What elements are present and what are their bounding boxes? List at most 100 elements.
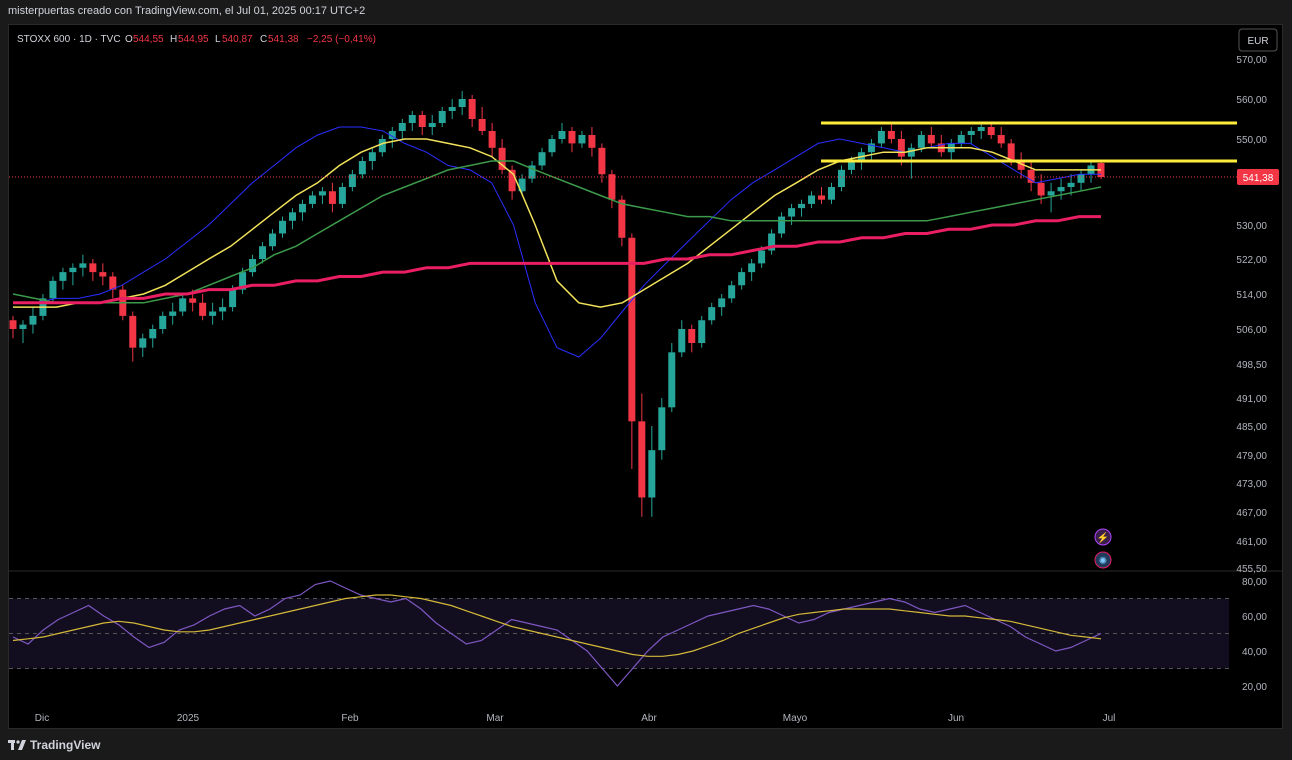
candle-body bbox=[927, 135, 935, 144]
candle-body bbox=[159, 315, 167, 329]
currency-label: EUR bbox=[1247, 36, 1268, 47]
candle-body bbox=[758, 250, 766, 264]
candle-body bbox=[488, 131, 496, 148]
candle-body bbox=[957, 135, 965, 144]
candle-body bbox=[89, 263, 97, 273]
alert-icons[interactable]: ⚡ ✺ bbox=[1094, 528, 1112, 569]
candle-body bbox=[189, 298, 197, 303]
price-chart[interactable]: 570,00 560,00 550,00 530,00 522,00 514,00 506,… bbox=[9, 25, 1283, 729]
candle-body bbox=[778, 216, 786, 234]
lightning-icon[interactable] bbox=[1094, 528, 1112, 546]
legend-open-label: O bbox=[125, 34, 133, 45]
candle-body bbox=[328, 191, 336, 204]
chart-frame[interactable]: 570,00 560,00 550,00 530,00 522,00 514,00 506,… bbox=[8, 24, 1283, 729]
candle-body bbox=[358, 161, 366, 175]
x-tick-label: Feb bbox=[341, 713, 359, 724]
candle-body bbox=[1047, 191, 1055, 196]
candle-body bbox=[478, 119, 486, 131]
x-tick-label: Mayo bbox=[783, 713, 808, 724]
legend-symbol: STOXX 600 · 1D · TVC bbox=[17, 34, 121, 45]
candle-body bbox=[19, 324, 27, 329]
y-tick-label: 461,00 bbox=[1236, 537, 1267, 548]
candle-body bbox=[59, 272, 67, 281]
candle-body bbox=[229, 289, 237, 308]
candle-body bbox=[917, 135, 925, 148]
candle-body bbox=[209, 311, 217, 316]
candle-body bbox=[538, 152, 546, 166]
brand-logo[interactable]: TradingView bbox=[8, 738, 100, 752]
events-icon[interactable] bbox=[1094, 551, 1112, 569]
x-tick-label: 2025 bbox=[177, 713, 200, 724]
candle-body bbox=[9, 320, 17, 329]
candle-body bbox=[69, 267, 77, 273]
candle-body bbox=[818, 195, 826, 200]
candle-body bbox=[907, 147, 915, 157]
candle-body bbox=[768, 233, 776, 251]
candle-body bbox=[259, 246, 267, 259]
x-tick-label: Jun bbox=[948, 713, 964, 724]
candle-body bbox=[558, 131, 566, 139]
currency-button[interactable]: EUR bbox=[1238, 28, 1278, 52]
candle-body bbox=[688, 329, 696, 343]
legend-change: −2,25 (−0,41%) bbox=[307, 34, 376, 45]
rsi-line bbox=[12, 580, 1102, 687]
candle-body bbox=[368, 152, 376, 162]
sma-yellow-line bbox=[13, 138, 1101, 308]
candle-body bbox=[827, 187, 835, 200]
candle-body bbox=[498, 147, 506, 170]
candle-body bbox=[29, 315, 37, 325]
attribution-text: misterpuertas creado con TradingView.com… bbox=[8, 5, 366, 17]
candle-body bbox=[987, 127, 995, 135]
candle-body bbox=[169, 311, 177, 316]
candle-body bbox=[837, 169, 845, 188]
candle-body bbox=[548, 139, 556, 153]
y-tick-label: 485,00 bbox=[1236, 422, 1267, 433]
candle-body bbox=[1027, 169, 1035, 183]
rsi-ma-line bbox=[12, 594, 1102, 657]
legend-close-value: 541,38 bbox=[268, 34, 299, 45]
y-tick-label: 498,50 bbox=[1236, 360, 1267, 371]
candle-body bbox=[578, 135, 586, 144]
x-tick-label: Mar bbox=[486, 713, 504, 724]
y-tick-label: 491,00 bbox=[1236, 394, 1267, 405]
candle-body bbox=[318, 191, 326, 196]
y-tick-label: 570,00 bbox=[1236, 55, 1267, 66]
candle-body bbox=[428, 123, 436, 127]
candle-body bbox=[668, 352, 676, 408]
candle-body bbox=[608, 174, 616, 200]
legend-low-label: L bbox=[215, 34, 221, 45]
candle-body bbox=[458, 99, 466, 107]
candle-body bbox=[708, 307, 716, 321]
candle-body bbox=[408, 115, 416, 123]
candle-body bbox=[1037, 182, 1045, 196]
x-tick-label: Abr bbox=[641, 713, 657, 724]
candle-body bbox=[718, 298, 726, 308]
candle-body bbox=[887, 131, 895, 139]
candle-body bbox=[867, 143, 875, 153]
candle-body bbox=[378, 139, 386, 153]
candle-body bbox=[678, 329, 686, 353]
candle-body bbox=[219, 307, 227, 312]
candle-body bbox=[628, 237, 636, 422]
candle-body bbox=[568, 131, 576, 144]
candle-body bbox=[398, 123, 406, 131]
candle-body bbox=[298, 203, 306, 213]
legend: STOXX 600 · 1D · TVC O 544,55 H 544,95 L… bbox=[17, 34, 376, 45]
candle-body bbox=[79, 263, 87, 268]
candle-body bbox=[658, 407, 666, 451]
candle-body bbox=[788, 208, 796, 217]
lightning-glyph: ⚡ bbox=[1097, 531, 1109, 544]
y-tick-label: 506,00 bbox=[1236, 325, 1267, 336]
price-tag-label: 541,38 bbox=[1243, 173, 1274, 184]
candle-body bbox=[967, 131, 975, 135]
candle-body bbox=[438, 111, 446, 123]
attribution-bar: misterpuertas creado con TradingView.com… bbox=[0, 0, 1292, 24]
legend-close-label: C bbox=[260, 34, 267, 45]
candle-body bbox=[139, 338, 147, 348]
candle-body bbox=[288, 212, 296, 221]
candle-body bbox=[648, 450, 656, 498]
candle-body bbox=[748, 263, 756, 273]
footer-bar bbox=[0, 730, 1292, 760]
candle-body bbox=[99, 272, 107, 277]
candle-body bbox=[468, 99, 476, 119]
